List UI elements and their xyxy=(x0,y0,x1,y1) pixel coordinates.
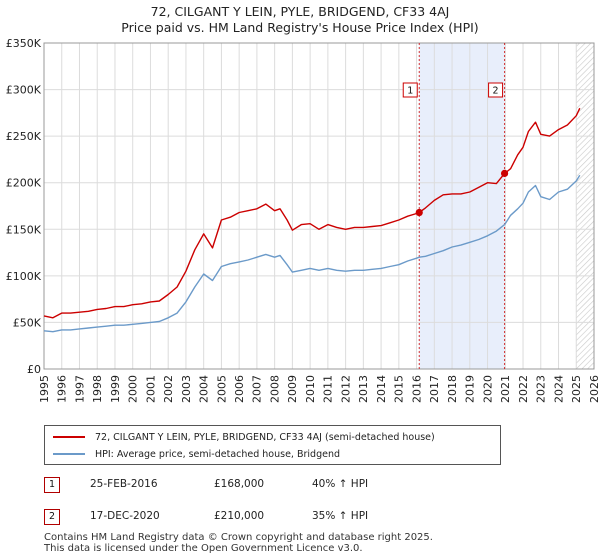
x-tick-label: 2025 xyxy=(570,375,583,403)
legend-item-property: 72, CILGANT Y LEIN, PYLE, BRIDGEND, CF33… xyxy=(53,429,435,445)
x-tick-label: 2021 xyxy=(499,375,512,403)
x-tick-label: 2019 xyxy=(464,375,477,403)
x-tick-label: 2018 xyxy=(446,375,459,403)
chart-subtitle: Price paid vs. HM Land Registry's House … xyxy=(121,20,479,35)
x-tick-label: 2014 xyxy=(375,375,388,403)
x-tick-label: 2008 xyxy=(268,375,281,403)
sale-price: £210,000 xyxy=(214,510,265,522)
x-tick-label: 2023 xyxy=(535,375,548,403)
sale-date: 17-DEC-2020 xyxy=(90,510,160,522)
y-tick-label: £50K xyxy=(13,316,42,329)
x-tick-label: 2012 xyxy=(339,375,352,403)
x-tick-label: 2007 xyxy=(251,375,264,403)
sale-point-2 xyxy=(500,169,509,177)
x-tick-label: 2011 xyxy=(322,375,335,403)
legend-item-hpi: HPI: Average price, semi-detached house,… xyxy=(53,446,340,462)
x-tick-label: 2022 xyxy=(517,375,530,403)
x-tick-label: 2004 xyxy=(198,375,211,403)
plot-frame xyxy=(43,42,595,370)
sale-label-box-2 xyxy=(488,82,504,98)
x-tick-label: 2013 xyxy=(357,375,370,403)
x-tick-label: 2001 xyxy=(144,375,157,403)
y-tick-label: £200K xyxy=(6,177,42,190)
x-tick-label: 2009 xyxy=(286,375,299,403)
x-tick-label: 2003 xyxy=(180,375,193,403)
x-tick-label: 2024 xyxy=(552,375,565,403)
x-tick-label: 2020 xyxy=(481,375,494,403)
sale-price: £168,000 xyxy=(214,478,265,490)
y-tick-label: £0 xyxy=(27,363,41,376)
x-tick-label: 2026 xyxy=(588,375,600,403)
x-tick-label: 1999 xyxy=(109,375,122,403)
x-tick-label: 1995 xyxy=(38,375,51,403)
x-tick-label: 2010 xyxy=(304,375,317,403)
x-tick-label: 1996 xyxy=(56,375,69,403)
y-tick-label: £300K xyxy=(6,84,42,97)
sale-marker-badge: 1 xyxy=(44,477,60,493)
sale-label-2: 2 xyxy=(493,86,499,97)
x-tick-label: 2015 xyxy=(393,375,406,403)
forecast-hatch xyxy=(576,43,594,369)
y-tick-label: £250K xyxy=(6,130,42,143)
footer-copyright: Contains HM Land Registry data © Crown c… xyxy=(44,532,433,543)
x-tick-label: 1997 xyxy=(73,375,86,403)
x-tick-label: 2005 xyxy=(215,375,228,403)
sale-hpi-change: 40% ↑ HPI xyxy=(312,478,369,490)
sale-label-1: 1 xyxy=(407,86,413,97)
legend: 72, CILGANT Y LEIN, PYLE, BRIDGEND, CF33… xyxy=(44,425,501,465)
x-tick-label: 1998 xyxy=(91,375,104,403)
sale-label-box-1 xyxy=(402,82,418,98)
legend-blue-line-icon xyxy=(53,453,85,455)
chart-title: 72, CILGANT Y LEIN, PYLE, BRIDGEND, CF33… xyxy=(150,4,450,19)
sale-date: 25-FEB-2016 xyxy=(90,478,158,490)
sale-hpi-change: 35% ↑ HPI xyxy=(312,510,369,522)
legend-red-line-icon xyxy=(53,436,85,438)
y-tick-label: £350K xyxy=(6,37,42,50)
legend-property-label: 72, CILGANT Y LEIN, PYLE, BRIDGEND, CF33… xyxy=(95,431,435,443)
x-tick-label: 2016 xyxy=(410,375,423,403)
footer-licence: This data is licensed under the Open Gov… xyxy=(44,543,363,554)
legend-hpi-label: HPI: Average price, semi-detached house,… xyxy=(95,448,340,460)
x-tick-label: 2006 xyxy=(233,375,246,403)
price-chart: £0 £50K £100K £150K £200K £250K £300K £350K 1995… xyxy=(6,37,600,403)
sale-marker-badge: 2 xyxy=(44,509,60,525)
x-tick-label: 2002 xyxy=(162,375,175,403)
sale-point-1 xyxy=(415,208,423,217)
x-tick-label: 2017 xyxy=(428,375,441,403)
hpi-line xyxy=(43,174,581,333)
x-tick-label: 2000 xyxy=(127,375,140,403)
y-tick-label: £100K xyxy=(6,270,42,283)
y-tick-label: £150K xyxy=(6,223,42,236)
